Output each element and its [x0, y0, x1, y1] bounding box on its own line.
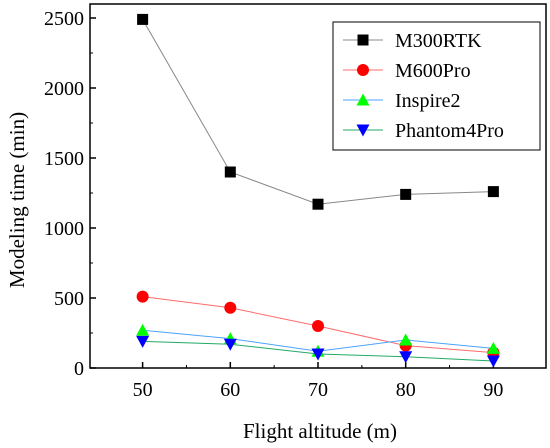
legend-marker-m300rtk — [357, 34, 369, 46]
legend-marker-phantom4pro — [356, 124, 370, 137]
legend-marker-m600pro — [357, 64, 369, 76]
data-point-m300rtk — [224, 166, 236, 178]
data-point-inspire2 — [486, 341, 500, 354]
y-axis-label: Modeling time (min) — [5, 112, 29, 288]
legend-label-m600pro: M600Pro — [395, 60, 471, 82]
y-tick-label: 1500 — [44, 148, 84, 170]
y-tick-label: 500 — [54, 288, 84, 310]
data-point-m300rtk — [137, 13, 149, 25]
data-point-phantom4pro — [399, 351, 413, 364]
data-point-m300rtk — [487, 186, 499, 198]
x-tick-label: 90 — [483, 379, 503, 401]
x-tick-label: 70 — [308, 379, 328, 401]
data-point-inspire2 — [136, 323, 150, 336]
legend-label-phantom4pro: Phantom4Pro — [395, 120, 504, 142]
data-point-phantom4pro — [311, 348, 325, 361]
data-point-phantom4pro — [223, 338, 237, 351]
series-phantom4pro — [136, 335, 500, 368]
x-tick-label: 80 — [396, 379, 416, 401]
axes: 50 60 70 80 90 0 500 1000 1500 2000 2500 — [44, 3, 547, 401]
data-point-inspire2 — [399, 333, 413, 346]
series-m300rtk — [137, 13, 499, 210]
legend: M300RTK M600Pro Inspire2 Phantom4Pro — [332, 21, 541, 151]
y-tick-label: 2500 — [44, 8, 84, 30]
x-tick-label: 60 — [220, 379, 240, 401]
y-tick-label: 1000 — [44, 218, 84, 240]
legend-label-m300rtk: M300RTK — [395, 30, 482, 52]
data-point-m600pro — [312, 320, 324, 332]
data-point-m300rtk — [312, 198, 324, 210]
data-point-phantom4pro — [136, 335, 150, 348]
legend-label-inspire2: Inspire2 — [395, 90, 461, 112]
data-point-m600pro — [224, 301, 237, 314]
data-point-phantom4pro — [486, 355, 500, 368]
data-point-m600pro — [136, 290, 149, 303]
data-point-m300rtk — [400, 188, 412, 200]
y-tick-label: 2000 — [44, 78, 84, 100]
y-tick-label: 0 — [74, 358, 84, 380]
series-layer — [136, 13, 500, 368]
x-axis-label: Flight altitude (m) — [243, 419, 397, 443]
legend-marker-inspire2 — [356, 93, 370, 106]
x-tick-label: 50 — [133, 379, 153, 401]
